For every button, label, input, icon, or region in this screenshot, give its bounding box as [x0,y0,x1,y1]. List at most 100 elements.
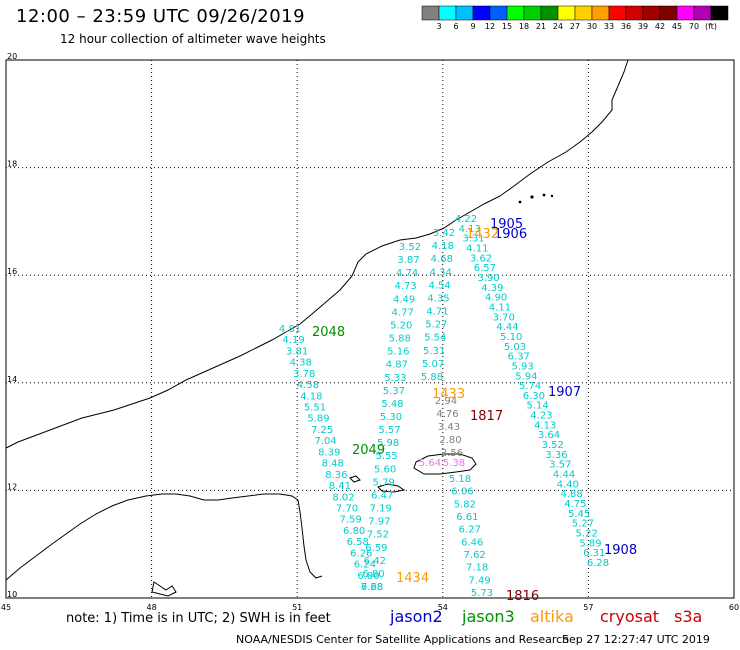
longitude-label: 45 [1,603,11,612]
colorbar-swatch [574,5,593,21]
wave-height-value: 4.81 [279,324,301,335]
colorbar-swatch [438,5,457,21]
wave-height-value: 5.33 [384,373,406,384]
wave-height-value: 6.37 [508,352,530,363]
wave-height-value: 5.10 [500,332,522,343]
wave-height-value: 3.36 [545,450,567,461]
legend-altika: altika [530,607,574,626]
wave-height-value: 3.57 [549,460,571,471]
kuria-muria-islet [518,200,522,204]
wave-height-value: 4.90 [485,293,507,304]
wave-height-value: 5.89 [579,538,601,549]
colorbar-label: 3 [436,22,441,31]
wave-height-value: 6.27 [459,525,481,536]
wave-height-value: 8.36 [325,470,347,481]
longitude-label: 60 [729,603,739,612]
wave-height-value: 4.88 [560,489,582,500]
wave-height-value: 5.45 [568,509,590,520]
wave-height-value: 4.40 [557,479,579,490]
wave-height-value: 6.47 [371,490,393,501]
pass-label: 1816 [506,589,539,604]
wave-height-value: 4.18 [300,391,322,402]
wave-height-value: 8.48 [322,459,344,470]
wave-height-value: 4.13 [459,224,481,235]
wave-height-value: 5.89 [307,414,329,425]
small-island [349,475,361,483]
colorbar-label: 27 [570,22,580,31]
colorbar-swatch [710,5,729,21]
wave-height-value: 5.16 [387,347,409,358]
wave-height-value: 5.30 [380,412,402,423]
wave-height-value: 5.03 [504,342,526,353]
wave-height-value: 4.18 [432,241,454,252]
wave-height-value: 8.41 [329,481,351,492]
wave-height-value: 6.42 [364,556,386,567]
colorbar-label: 36 [621,22,631,31]
wave-height-value: 6.31 [583,548,605,559]
wave-height-value: 3.87 [397,255,419,266]
colorbar-label: 6 [453,22,458,31]
colorbar-label: 70 [689,22,699,31]
wave-height-value: 5.64 [419,458,441,469]
wave-height-value: 4.49 [393,294,415,305]
wave-height-value: 3.43 [438,422,460,433]
pass-label: 1908 [604,543,637,558]
wave-height-value: 4.44 [496,322,518,333]
timestamp: Sep 27 12:27:47 UTC 2019 [562,633,710,646]
wave-height-value: 5.88 [421,372,443,383]
wave-height-value: 4.74 [396,268,418,279]
wave-height-value: 5.57 [378,425,400,436]
colorbar-swatch [591,5,610,21]
legend-cryosat: cryosat [600,607,660,626]
longitude-label: 48 [147,603,157,612]
wave-height-value: 4.68 [431,254,453,265]
wave-height-value: 4.13 [534,420,556,431]
wave-height-value: 3.52 [399,242,421,253]
wave-height-value: 5.48 [381,399,403,410]
colorbar-swatch [676,5,695,21]
wave-height-value: 7.19 [370,504,392,515]
wave-height-value: 4.11 [466,243,488,254]
wave-height-value: 5.38 [443,458,465,469]
colorbar-swatch [557,5,576,21]
colorbar-swatch [506,5,525,21]
african-coastline [5,493,323,581]
wave-height-value: 4.87 [386,360,408,371]
wave-height-value: 6.26 [350,548,372,559]
colorbar-swatch [540,5,559,21]
longitude-label: 54 [438,603,448,612]
wave-height-value: 3.90 [477,273,499,284]
wave-height-value: 3.78 [293,369,315,380]
colorbar-swatch [421,5,440,21]
wave-height-value: 7.97 [368,517,390,528]
wave-height-value: 5.37 [383,386,405,397]
legend-jason2: jason2 [390,607,443,626]
wave-height-value: 5.79 [373,477,395,488]
wave-height-value: 5.27 [425,320,447,331]
wave-height-value: 6.24 [354,560,376,571]
wave-height-value: 7.49 [468,575,490,586]
wave-height-value: 5.20 [390,320,412,331]
wave-height-value: 4.19 [282,335,304,346]
wave-height-value: 4.11 [489,302,511,313]
colorbar-swatch [625,5,644,21]
latitude-label: 14 [7,375,17,384]
wave-height-value: 5.74 [519,381,541,392]
wave-height-value: 5.94 [515,371,537,382]
wave-height-value: 3.52 [542,440,564,451]
latitude-label: 12 [7,482,17,491]
wave-height-value: 4.44 [553,470,575,481]
pass-label: 1432 [466,227,499,242]
wave-height-value: 6.30 [523,391,545,402]
wave-height-value: 5.55 [375,451,397,462]
credit: NOAA/NESDIS Center for Satellite Applica… [236,633,570,646]
wave-height-value: 3.64 [538,430,560,441]
colorbar-label: 12 [485,22,495,31]
wave-height-value: 5.73 [471,588,493,599]
wave-height-value: 4.38 [290,358,312,369]
wave-height-value: 3.42 [433,228,455,239]
wave-height-value: 5.82 [454,499,476,510]
wave-height-value: 6.28 [587,558,609,569]
pass-label: 1906 [494,227,527,242]
